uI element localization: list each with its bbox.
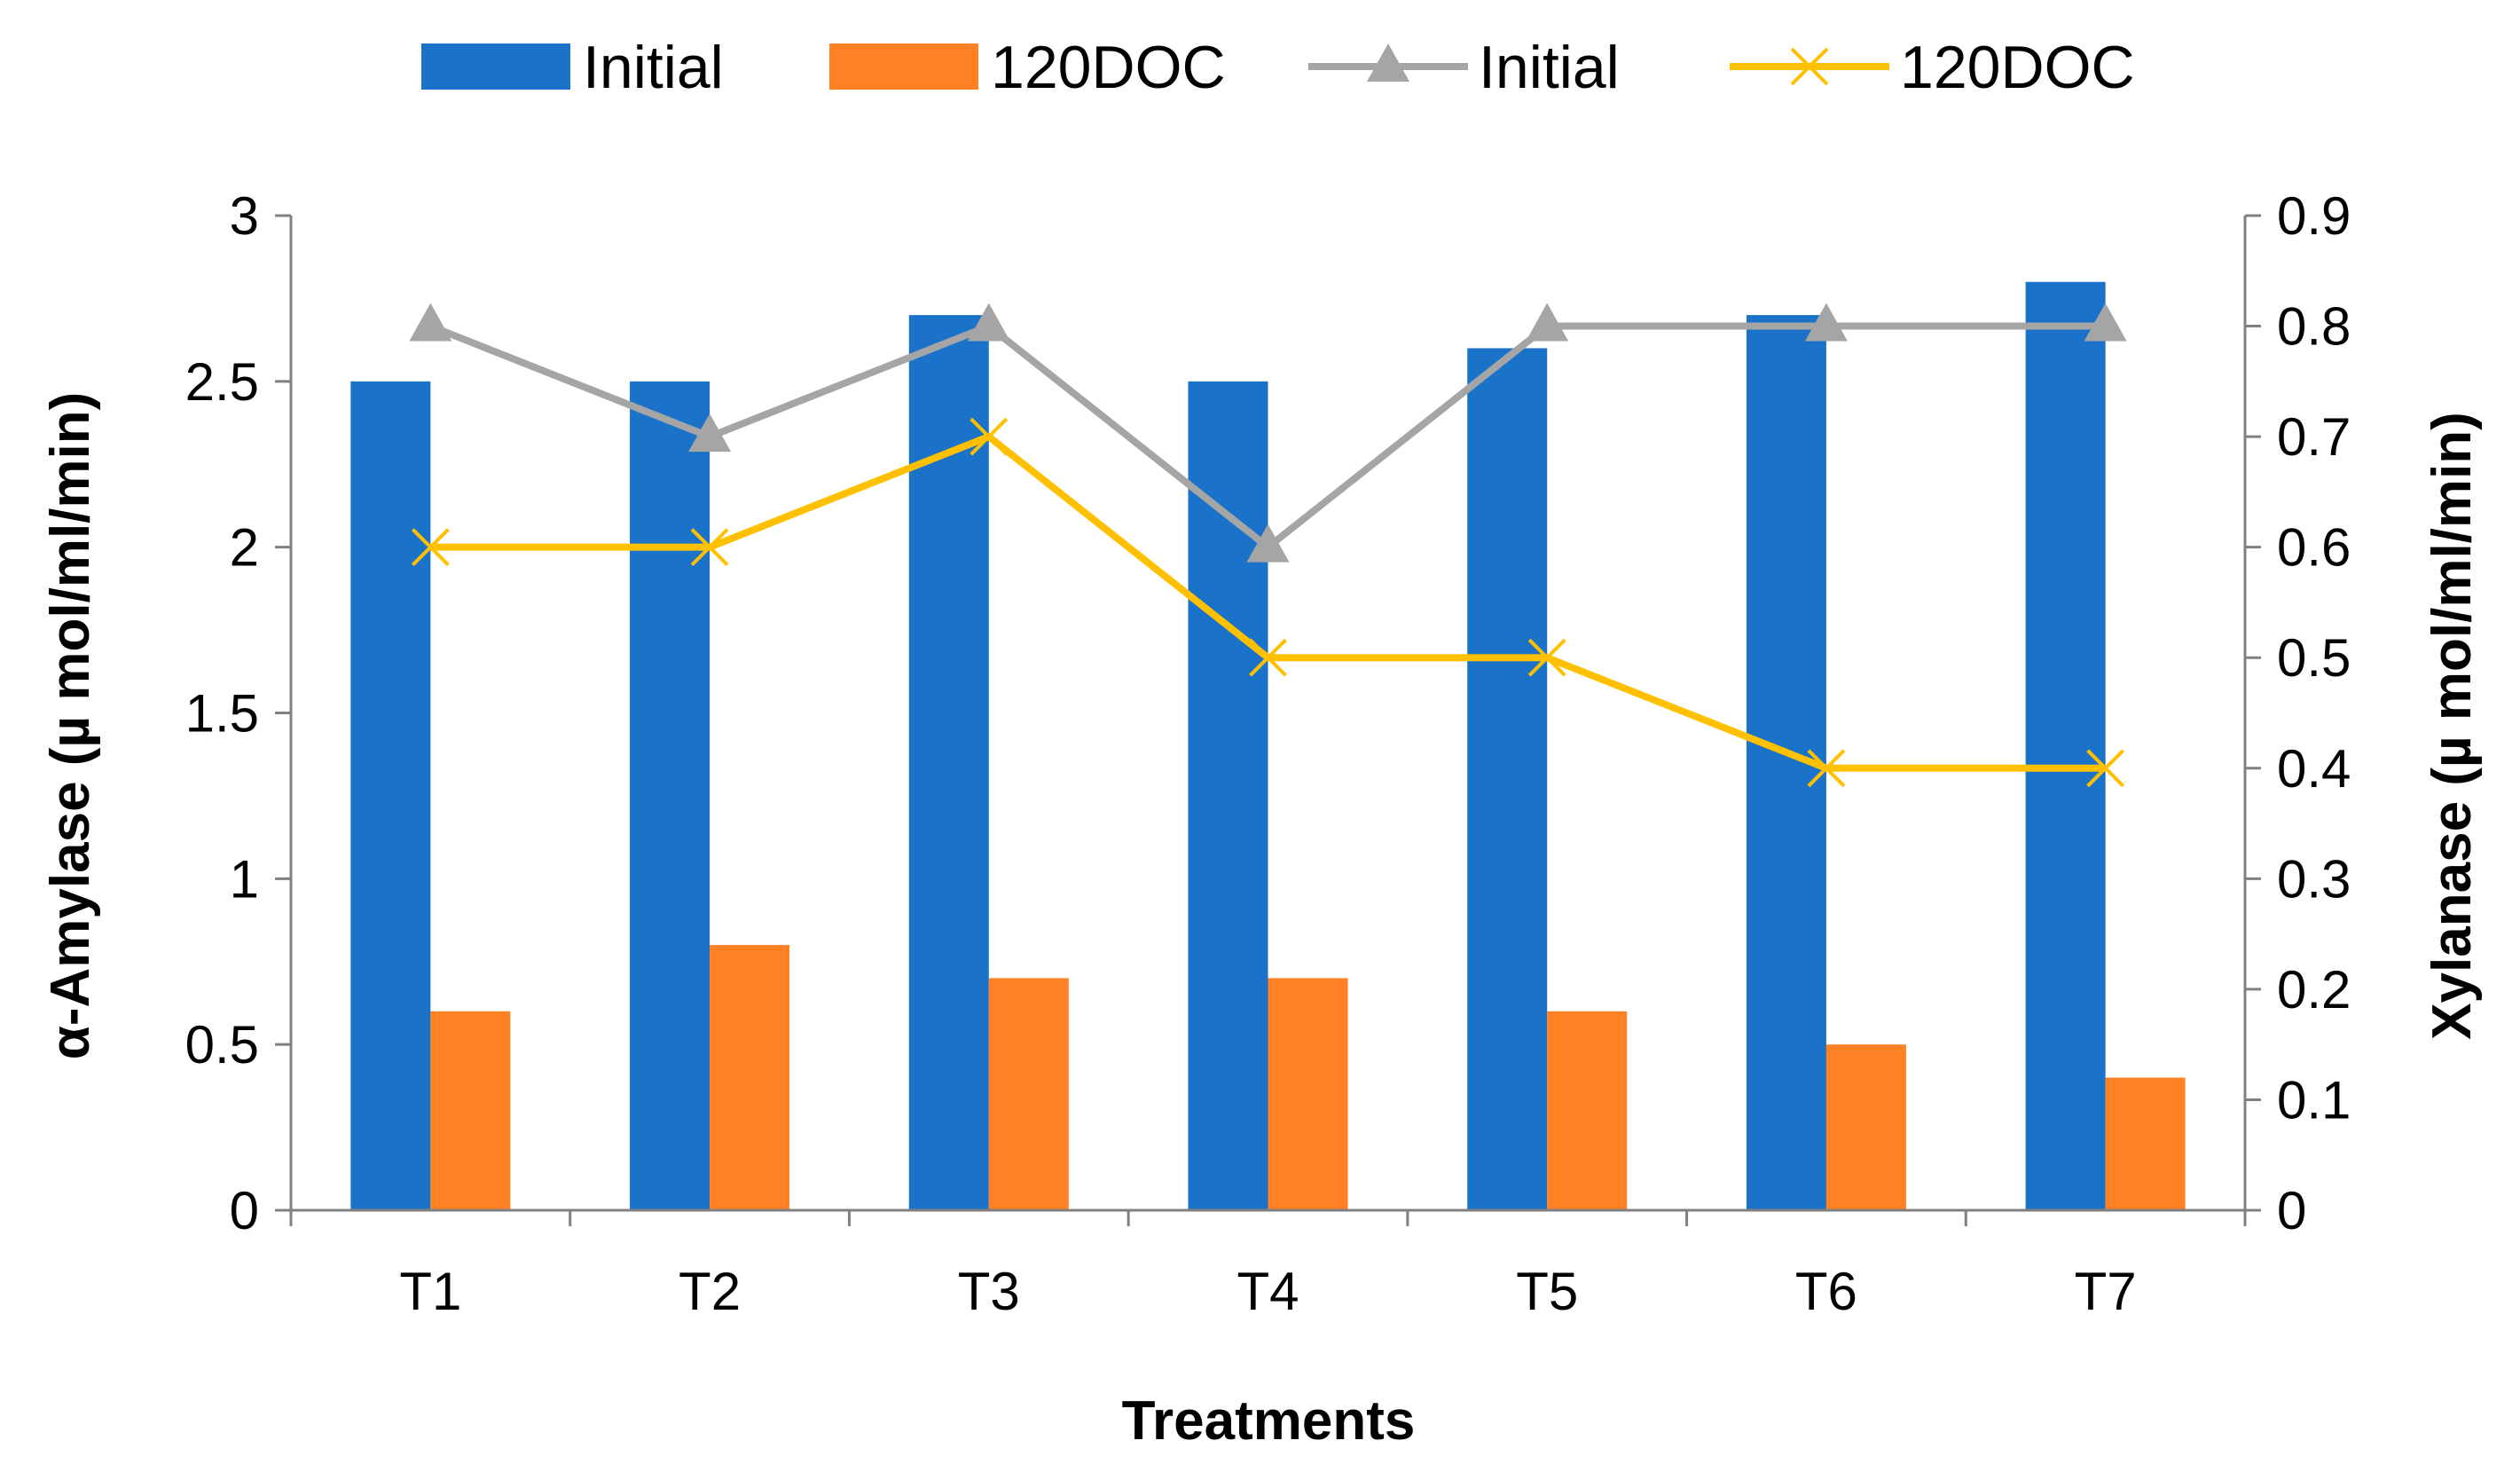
point-120doc-t3 (970, 417, 1009, 456)
y2-axis-title: Xylanase (µ mol/ml/min) (2422, 412, 2483, 1040)
point-initial-t6 (1804, 303, 1848, 342)
x-tick-label: T4 (1236, 1262, 1299, 1321)
y-tick-label: 2 (230, 518, 259, 578)
bar-group (350, 281, 2186, 1211)
y2-tick-label: 0.3 (2277, 849, 2351, 909)
point-initial-t5 (1526, 303, 1569, 342)
bar-120doc-t1 (430, 1011, 511, 1210)
bar-initial-t1 (350, 381, 431, 1210)
y2-tick-label: 0.6 (2277, 518, 2351, 578)
legend-label: 120DOC (991, 34, 1226, 101)
y-tick-label: 0.5 (185, 1015, 259, 1074)
point-120doc-t7 (2086, 749, 2125, 788)
point-120doc-t4 (1249, 638, 1287, 677)
legend-label: 120DOC (1900, 34, 2135, 101)
bar-120doc-t4 (1268, 978, 1348, 1210)
point-120doc-t1 (411, 528, 450, 567)
legend: Initial 120DOC Initial 120DOC (421, 34, 2135, 101)
y-tick-label: 0 (230, 1181, 259, 1240)
x-axis-title: Treatments (1122, 1390, 1416, 1452)
legend-swatch-120doc (829, 43, 978, 90)
y2-tick-label: 0.2 (2277, 960, 2351, 1019)
point-initial-t4 (1246, 523, 1290, 563)
point-120doc-t5 (1527, 638, 1566, 677)
bar-120doc-t7 (2105, 1077, 2186, 1210)
point-initial-t7 (2084, 303, 2127, 342)
x-tick-label: T1 (399, 1262, 461, 1321)
axes: 0 0.5 1 1.5 2 2.5 3 0 0.1 0.2 0.3 0.4 0.5 0.6 0.7 0.8 0.… (185, 186, 2351, 1321)
x-tick-label: T3 (958, 1262, 1020, 1321)
point-120doc-t6 (1807, 749, 1846, 788)
y2-tick-label: 0.5 (2277, 628, 2351, 688)
y2-tick-label: 0 (2277, 1181, 2306, 1240)
bar-initial-t7 (2025, 281, 2106, 1210)
point-initial-t3 (967, 303, 1010, 342)
y-tick-label: 2.5 (185, 352, 259, 412)
x-tick-label: T2 (679, 1262, 741, 1321)
bar-120doc-t3 (988, 978, 1069, 1210)
bar-120doc-t5 (1547, 1011, 1628, 1210)
bar-120doc-t2 (710, 945, 790, 1210)
bar-initial-t2 (630, 381, 710, 1210)
legend-triangle-marker (1367, 43, 1409, 82)
legend-label: Initial (583, 34, 724, 101)
y2-tick-label: 0.1 (2277, 1070, 2351, 1130)
axis-labels: Treatments α-Amylase (µ mol/ml/min) Xyla… (40, 392, 2483, 1452)
point-120doc-t2 (690, 528, 729, 567)
x-tick-label: T6 (1795, 1262, 1857, 1321)
bar-120doc-t6 (1825, 1044, 1906, 1210)
y2-tick-label: 0.7 (2277, 407, 2351, 467)
point-initial-t2 (688, 413, 732, 453)
y-axis-title: α-Amylase (µ mol/ml/min) (40, 392, 101, 1060)
y2-tick-label: 0.4 (2277, 739, 2351, 799)
x-tick-label: T7 (2075, 1262, 2137, 1321)
y-tick-label: 3 (230, 186, 259, 246)
bar-initial-t4 (1188, 381, 1268, 1210)
line-group (409, 303, 2127, 788)
legend-x-marker (1790, 47, 1829, 86)
legend-label: Initial (1479, 34, 1620, 101)
y-tick-label: 1 (230, 849, 259, 909)
legend-swatch-initial (421, 43, 570, 90)
y-tick-label: 1.5 (185, 684, 259, 744)
point-initial-t1 (409, 303, 452, 342)
bar-initial-t5 (1467, 348, 1548, 1210)
y2-tick-label: 0.9 (2277, 186, 2351, 246)
y2-tick-label: 0.8 (2277, 297, 2351, 357)
x-tick-label: T5 (1516, 1262, 1578, 1321)
